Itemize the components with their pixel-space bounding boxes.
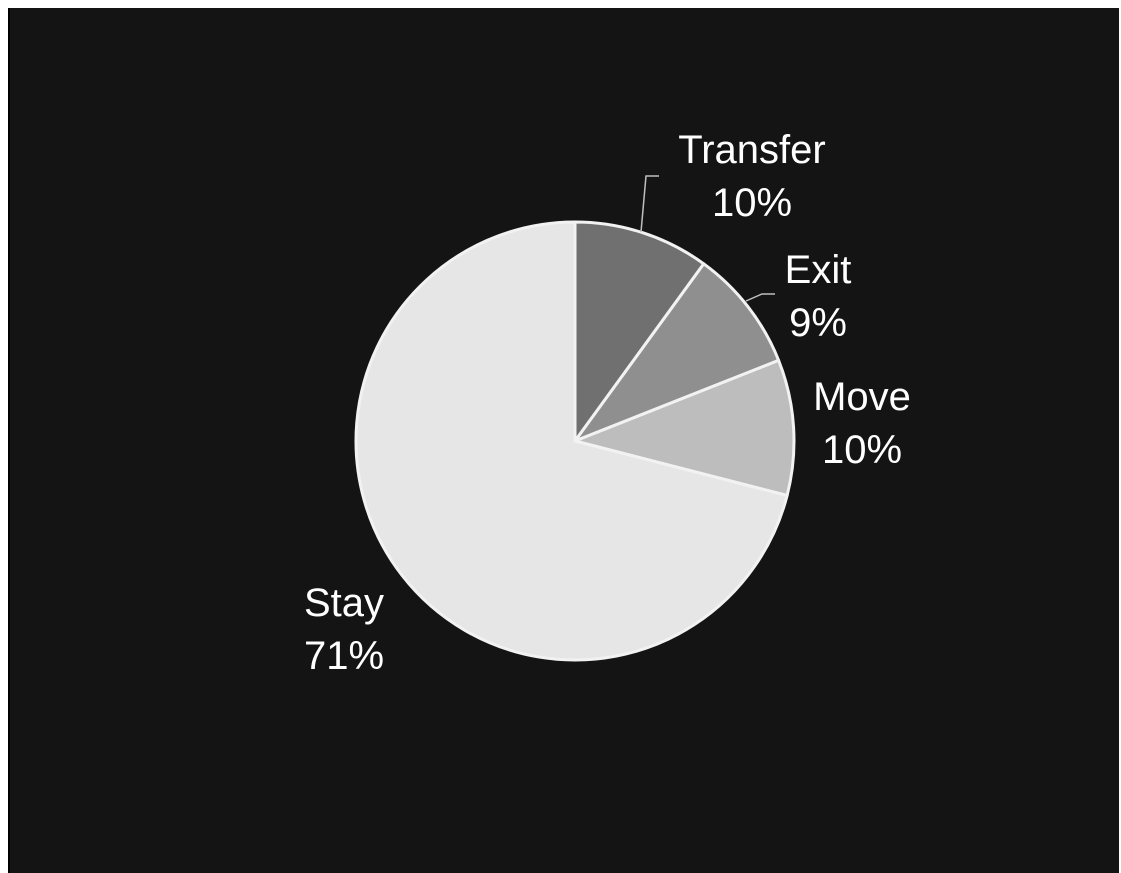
slice-label-percent-exit: 9%	[789, 301, 847, 345]
pie-slice-exit	[573, 262, 781, 443]
slice-label-name-stay: Stay	[304, 581, 384, 625]
slice-label-percent-move: 10%	[822, 428, 902, 472]
pie-slice-stay	[354, 220, 789, 662]
slice-label-name-exit: Exit	[785, 248, 852, 292]
pie-slices	[354, 220, 796, 662]
leader-line-transfer	[640, 175, 659, 233]
slice-label-name-move: Move	[813, 375, 911, 419]
slice-labels: Transfer 10% Exit 9% Move 10% Stay 71%	[304, 128, 911, 678]
leader-line-exit	[745, 293, 775, 302]
slice-label-name-transfer: Transfer	[678, 128, 825, 172]
pie-slice-transfer	[573, 220, 706, 443]
leader-lines	[640, 175, 775, 302]
slice-label-percent-stay: 71%	[304, 634, 384, 678]
pie-slice-move	[573, 358, 796, 497]
slice-label-percent-transfer: 10%	[712, 181, 792, 225]
